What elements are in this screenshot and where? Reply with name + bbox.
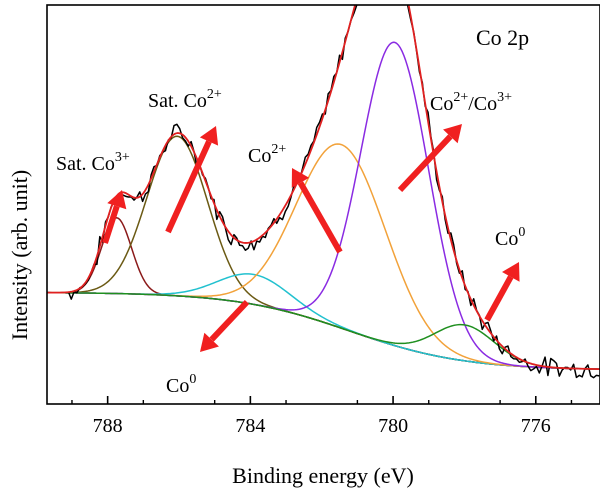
annotation-co0-right-sup: 0: [518, 225, 525, 240]
annotation-co2-co3-sup: 2+: [453, 90, 468, 105]
annotation-arrow-shaft-5: [484, 275, 514, 322]
annotation-co2-co3-base: Co: [430, 93, 453, 115]
annotation-arrow-head-3: [291, 168, 310, 188]
annotation-sat-co2-sup: 2+: [207, 87, 222, 102]
x-axis-label: Binding energy (eV): [232, 463, 414, 488]
annotation-arrow-head-6: [200, 332, 219, 352]
annotation-co2-co3-base2: /Co: [468, 93, 497, 115]
annotation-arrow-head-4: [443, 124, 462, 144]
annotation-sat-co3: Sat. Co3+: [56, 150, 130, 175]
annotation-arrow-shaft-4: [397, 134, 453, 193]
annotation-co0-bottom-sup: 0: [189, 372, 196, 387]
chart-title: Co 2p: [476, 25, 529, 50]
x-tick-label-776: 776: [521, 415, 551, 437]
x-tick-label-788: 788: [93, 415, 123, 437]
raw-spectrum-curve: [67, 5, 600, 379]
annotation-co2-base: Co: [248, 145, 271, 167]
annotation-co2: Co2+: [248, 142, 286, 167]
component-curve-2: [47, 135, 600, 370]
annotation-co0-bottom: Co0: [166, 372, 196, 397]
annotation-arrow-shaft-1: [102, 205, 120, 244]
annotation-co0-right: Co0: [495, 225, 525, 250]
y-axis-label: Intensity (arb. unit): [7, 170, 32, 340]
x-tick-label-784: 784: [235, 415, 265, 437]
annotation-arrow-shaft-3: [297, 181, 343, 254]
component-curve-4: [47, 143, 600, 370]
curves: [47, 5, 600, 379]
annotation-sat-co2: Sat. Co2+: [148, 87, 222, 112]
plot-frame: [46, 4, 600, 405]
annotation-arrow-shaft-6: [209, 299, 250, 342]
annotation-co2-sup: 2+: [271, 142, 286, 157]
annotation-arrow-head-2: [199, 126, 219, 146]
annotation-co0-right-base: Co: [495, 228, 518, 250]
annotation-co2-co3: Co2+/Co3+: [430, 90, 512, 115]
annotation-arrow-shaft-2: [165, 140, 212, 234]
component-curve-6: [47, 291, 600, 370]
annotation-sat-co2-base: Sat. Co: [148, 90, 207, 112]
annotation-sat-co3-base: Sat. Co: [56, 153, 115, 175]
annotation-co2-co3-sup2: 3+: [497, 90, 512, 105]
envelope-curve: [47, 5, 600, 371]
annotation-arrow-head-1: [107, 190, 127, 210]
annotation-sat-co3-sup: 3+: [115, 150, 130, 165]
annotation-arrow-head-5: [502, 262, 520, 282]
component-curve-5: [47, 41, 600, 370]
plot-area: 788 784 780 776: [46, 4, 600, 437]
x-ticks: 788 784 780 776: [71, 396, 573, 437]
arrows: [102, 124, 520, 352]
annotation-co0-bottom-base: Co: [166, 375, 189, 397]
x-tick-label-780: 780: [378, 415, 408, 437]
